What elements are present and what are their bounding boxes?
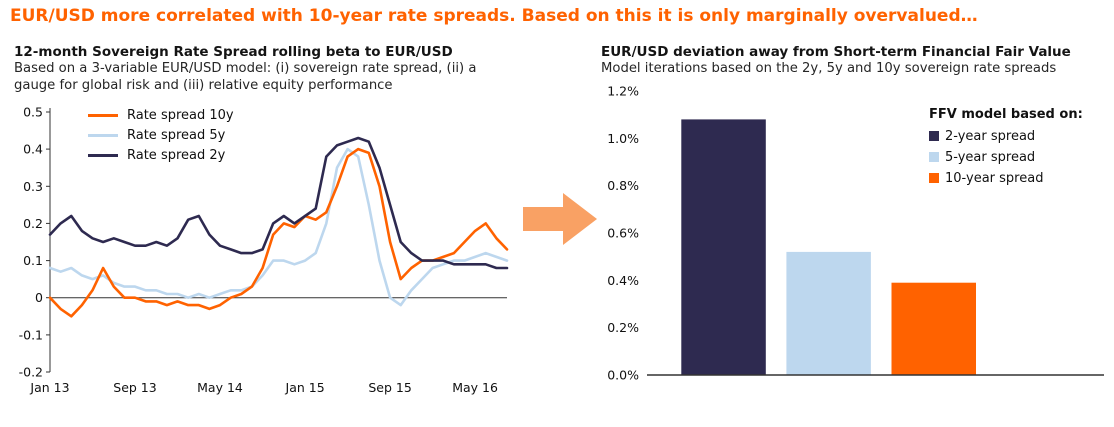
bar-chart-plot: 0.0% 0.2% 0.4% 0.6% 0.8% 1.0% 1.2% FFV model b… xyxy=(601,81,1108,393)
figure-title: EUR/USD more correlated with 10-year rat… xyxy=(10,6,978,26)
legend-label: 10-year spread xyxy=(945,170,1044,186)
legend-label: Rate spread 2y xyxy=(127,147,226,163)
legend-label: 5-year spread xyxy=(945,149,1036,165)
line-legend-item: Rate spread 5y xyxy=(88,128,234,143)
svg-text:-0.1: -0.1 xyxy=(19,327,43,342)
line-chart-plot: 0.5 0.4 0.3 0.2 0.1 0 -0.1 -0.2 Jan 13 Sep 13 May … xyxy=(14,98,519,398)
svg-text:Jan 13: Jan 13 xyxy=(29,380,69,395)
svg-text:0.2: 0.2 xyxy=(23,215,43,230)
line-chart-panel: 12-month Sovereign Rate Spread rolling b… xyxy=(14,44,519,398)
bar-chart-title: EUR/USD deviation away from Short-term F… xyxy=(601,44,1071,60)
legend-line-swatch xyxy=(88,133,118,137)
legend-line-swatch xyxy=(88,113,118,117)
bar-legend-title: FFV model based on: xyxy=(929,106,1083,122)
legend-label: Rate spread 5y xyxy=(127,127,226,143)
svg-text:-0.2: -0.2 xyxy=(19,364,43,379)
line-chart-title: 12-month Sovereign Rate Spread rolling b… xyxy=(14,44,453,60)
legend-square-swatch xyxy=(929,131,939,142)
line-chart-subtitle: Based on a 3-variable EUR/USD model: (i)… xyxy=(14,61,477,93)
bar-legend-item: 5-year spread xyxy=(929,150,1083,165)
flow-arrow xyxy=(523,190,599,248)
svg-text:0.6%: 0.6% xyxy=(607,225,639,240)
svg-text:Jan 15: Jan 15 xyxy=(285,380,325,395)
legend-square-swatch xyxy=(929,173,939,184)
svg-text:0.4%: 0.4% xyxy=(607,273,639,288)
svg-text:0.4: 0.4 xyxy=(23,141,43,156)
svg-text:0.5: 0.5 xyxy=(23,104,43,119)
svg-text:Sep 15: Sep 15 xyxy=(368,380,411,395)
bar-chart-legend: FFV model based on: 2-year spread 5-year… xyxy=(929,107,1083,192)
legend-line-swatch xyxy=(88,153,118,157)
svg-text:0: 0 xyxy=(35,290,43,305)
line-legend-item: Rate spread 10y xyxy=(88,108,234,123)
svg-text:Sep 13: Sep 13 xyxy=(113,380,156,395)
svg-text:1.0%: 1.0% xyxy=(607,131,639,146)
svg-text:1.2%: 1.2% xyxy=(607,83,639,98)
svg-text:0.2%: 0.2% xyxy=(607,320,639,335)
legend-label: 2-year spread xyxy=(945,128,1036,144)
bar-legend-item: 2-year spread xyxy=(929,129,1083,144)
bar-chart-subtitle: Model iterations based on the 2y, 5y and… xyxy=(601,61,1057,76)
line-legend-item: Rate spread 2y xyxy=(88,148,234,163)
bar-chart-panel: EUR/USD deviation away from Short-term F… xyxy=(601,44,1108,393)
svg-text:0.3: 0.3 xyxy=(23,178,43,193)
svg-text:May 14: May 14 xyxy=(197,380,243,395)
svg-text:May 16: May 16 xyxy=(452,380,498,395)
legend-label: Rate spread 10y xyxy=(127,107,234,123)
right-arrow-icon xyxy=(523,193,597,245)
line-chart-legend: Rate spread 10y Rate spread 5y Rate spre… xyxy=(88,108,234,163)
svg-text:0.0%: 0.0% xyxy=(607,367,639,382)
svg-text:0.1: 0.1 xyxy=(23,253,43,268)
legend-square-swatch xyxy=(929,152,939,163)
right-arrow-shape xyxy=(523,193,597,245)
svg-text:0.8%: 0.8% xyxy=(607,178,639,193)
bar-chart-svg: 0.0% 0.2% 0.4% 0.6% 0.8% 1.0% 1.2% xyxy=(607,83,1104,382)
bar-legend-item: 10-year spread xyxy=(929,171,1083,186)
